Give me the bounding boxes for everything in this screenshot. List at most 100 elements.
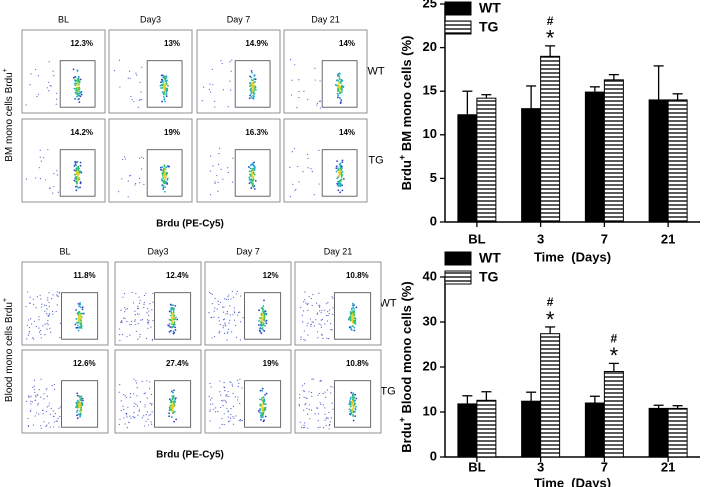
event-dot <box>138 177 141 180</box>
event-dot <box>211 293 213 295</box>
event-dot <box>237 379 239 381</box>
event-dot <box>172 309 175 312</box>
event-dot <box>39 178 42 180</box>
legend-label: TG <box>479 269 499 285</box>
event-dot <box>56 174 58 176</box>
event-dot <box>121 178 123 180</box>
event-dot <box>339 183 342 185</box>
event-dot <box>349 396 352 399</box>
event-dot <box>224 400 227 402</box>
event-dot <box>217 190 219 192</box>
row-label: WT <box>367 65 384 77</box>
event-dot <box>209 409 211 411</box>
event-dot <box>340 165 343 168</box>
event-dot <box>352 405 355 408</box>
event-dot <box>119 339 121 342</box>
event-dot <box>59 406 61 408</box>
event-dot <box>121 320 123 322</box>
event-dot <box>34 391 36 394</box>
event-dot <box>261 407 264 410</box>
event-dot <box>126 336 128 338</box>
event-dot <box>170 308 173 311</box>
column-header: BL <box>58 14 69 24</box>
event-dot <box>262 310 264 313</box>
event-dot <box>232 416 234 418</box>
event-dot <box>350 307 353 310</box>
event-dot <box>290 94 293 96</box>
gate-percentage: 10.8% <box>346 271 369 280</box>
event-dot <box>49 187 51 189</box>
event-dot <box>222 325 224 327</box>
event-dot <box>45 389 47 391</box>
event-dot <box>225 313 227 315</box>
event-dot <box>78 303 81 305</box>
event-dot <box>297 165 299 168</box>
x-axis-label: Brdu (PE-Cy5) <box>156 219 224 230</box>
event-dot <box>229 417 232 419</box>
event-dot <box>144 404 146 406</box>
event-dot <box>218 163 220 165</box>
event-dot <box>224 390 226 392</box>
event-dot <box>351 402 354 405</box>
event-dot <box>350 308 353 311</box>
label-text: Brdu <box>399 160 414 190</box>
event-dot <box>77 329 80 332</box>
event-dot <box>229 319 231 321</box>
event-dot <box>332 297 334 299</box>
event-dot <box>151 411 153 413</box>
event-dot <box>118 391 120 393</box>
event-dot <box>74 161 76 163</box>
event-dot <box>252 182 254 185</box>
event-dot <box>209 410 211 412</box>
event-dot <box>327 311 329 313</box>
event-dot <box>77 402 80 405</box>
event-dot <box>262 323 265 326</box>
event-dot <box>303 301 305 303</box>
event-dot <box>51 310 54 313</box>
event-dot <box>44 334 46 336</box>
event-dot <box>147 323 149 325</box>
event-dot <box>340 178 342 181</box>
event-dot <box>79 91 82 94</box>
event-dot <box>336 177 339 180</box>
event-dot <box>80 171 83 174</box>
event-dot <box>336 184 339 187</box>
event-dot <box>352 302 354 305</box>
event-dot <box>210 403 212 405</box>
event-dot <box>324 413 326 415</box>
event-dot <box>331 402 333 404</box>
event-dot <box>132 416 134 418</box>
event-dot <box>260 405 263 408</box>
event-dot <box>228 395 230 398</box>
event-dot <box>165 166 168 169</box>
event-dot <box>33 320 35 322</box>
event-dot <box>252 169 254 172</box>
event-dot <box>262 305 265 307</box>
event-dot <box>77 302 80 305</box>
event-dot <box>211 68 213 70</box>
event-dot <box>79 413 82 416</box>
y-tick-label: 0 <box>430 448 437 463</box>
flow-plot <box>196 29 281 114</box>
legend-swatch <box>444 1 472 16</box>
y-tick-label: 40 <box>423 268 437 283</box>
event-dot <box>119 334 121 336</box>
event-dot <box>165 90 168 93</box>
event-dot <box>303 409 305 411</box>
event-dot <box>47 299 49 301</box>
event-dot <box>353 314 356 316</box>
event-dot <box>264 406 267 409</box>
bar <box>667 407 688 458</box>
event-dot <box>231 383 233 385</box>
event-dot <box>76 404 79 407</box>
event-dot <box>25 305 27 308</box>
x-tick-label: BL <box>468 231 485 246</box>
event-dot <box>147 307 149 310</box>
bar <box>476 399 497 458</box>
event-dot <box>341 189 344 192</box>
event-dot <box>303 383 306 385</box>
event-dot <box>320 324 322 326</box>
event-dot <box>137 308 139 310</box>
event-dot <box>213 316 215 318</box>
event-dot <box>77 177 80 180</box>
